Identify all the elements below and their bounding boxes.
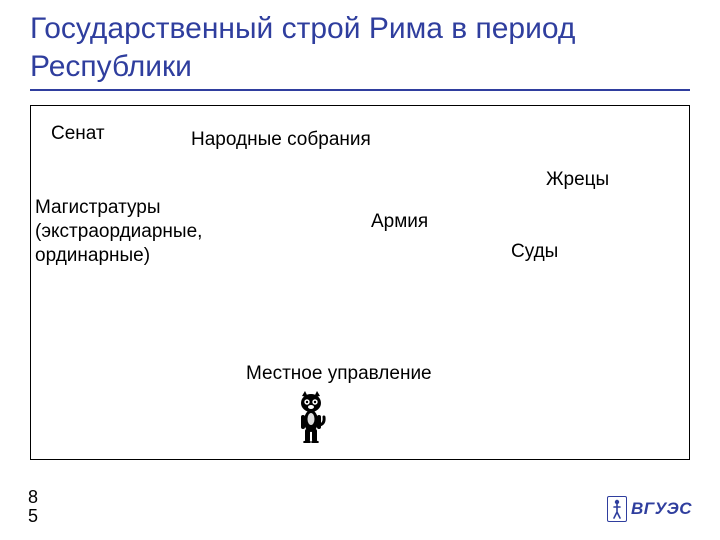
item-courts: Суды: [511, 240, 558, 264]
item-priests: Жрецы: [546, 168, 609, 192]
page-number: 8 5: [28, 488, 38, 526]
content-box: Сенат Народные собрания Жрецы Магистрату…: [30, 105, 690, 460]
item-assemblies: Народные собрания: [191, 128, 371, 152]
item-senate: Сенат: [51, 122, 105, 146]
page-number-line1: 8: [28, 488, 38, 507]
cat-icon: [291, 391, 331, 448]
item-magistrates-line3: ординарные): [35, 244, 150, 268]
page-number-line2: 5: [28, 507, 38, 526]
logo-figure-icon: [607, 496, 627, 522]
slide-title: Государственный строй Рима в период Респ…: [0, 0, 720, 89]
item-magistrates-line1: Магистратуры: [35, 196, 161, 220]
footer-logo: ВГУЭС: [607, 496, 692, 522]
logo-text: ВГУЭС: [631, 499, 692, 519]
item-local-gov: Местное управление: [246, 362, 432, 386]
item-magistrates-line2: (экстраордиарные,: [35, 220, 202, 244]
title-underline: [30, 89, 690, 91]
item-army: Армия: [371, 210, 428, 234]
